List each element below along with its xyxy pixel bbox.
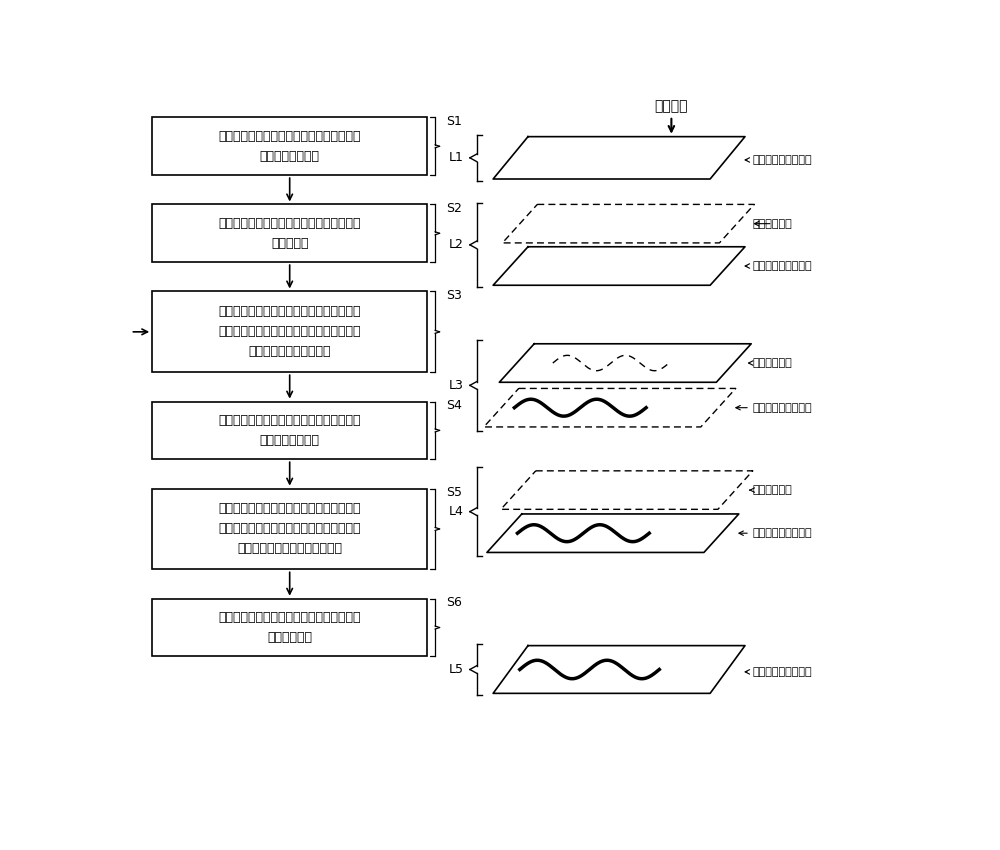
- Text: 接收用户触发的结束快速手写的指令，删除
快速手写视图: 接收用户触发的结束快速手写的指令，删除 快速手写视图: [218, 611, 361, 644]
- Text: 快速手写视图: 快速手写视图: [753, 218, 793, 229]
- Text: 第三方软件手写视图: 第三方软件手写视图: [745, 261, 812, 271]
- Text: 快速手写视图: 快速手写视图: [749, 358, 793, 368]
- FancyBboxPatch shape: [152, 598, 427, 656]
- FancyBboxPatch shape: [152, 401, 427, 459]
- FancyBboxPatch shape: [152, 292, 427, 372]
- Text: 视线方向: 视线方向: [655, 99, 688, 114]
- Text: L3: L3: [449, 379, 464, 392]
- Text: 用户移动笔触发画线指令，快速手写视图进
行笔迹绘制和显示: 用户移动笔触发画线指令，快速手写视图进 行笔迹绘制和显示: [218, 414, 361, 447]
- Text: 在第三方手写软件视图上创建一层透明的快
速手写视图: 在第三方手写软件视图上创建一层透明的快 速手写视图: [218, 217, 361, 250]
- Text: 第三方软件手写视图: 第三方软件手写视图: [739, 528, 812, 538]
- Text: L2: L2: [449, 238, 464, 252]
- Text: S2: S2: [446, 202, 462, 215]
- Text: S5: S5: [446, 486, 462, 499]
- Text: 第三方软件手写视图: 第三方软件手写视图: [745, 155, 812, 165]
- FancyBboxPatch shape: [152, 204, 427, 262]
- Text: S1: S1: [446, 115, 462, 128]
- Text: S6: S6: [446, 597, 462, 609]
- Text: 用户下笔触发开始手写指令，截取当前界面
内容绘制到快速手写视图，并禁止第三方手
写软件视图进行显示刷新: 用户下笔触发开始手写指令，截取当前界面 内容绘制到快速手写视图，并禁止第三方手 …: [218, 305, 361, 359]
- Text: 第三方软件手写视图: 第三方软件手写视图: [745, 667, 812, 677]
- Text: L1: L1: [449, 151, 464, 164]
- Text: S4: S4: [446, 400, 462, 412]
- Text: 第三方软件手写视图: 第三方软件手写视图: [736, 403, 812, 413]
- Text: 接收用户触发的针对当前第三方手写软件进
入快速手写的指令: 接收用户触发的针对当前第三方手写软件进 入快速手写的指令: [218, 130, 361, 163]
- Text: 用户提笔触发手写结束指令，将快速手写视
图设为透明，打开第三方手写软件视图显示
刷新，并立即触发一次显示刷新: 用户提笔触发手写结束指令，将快速手写视 图设为透明，打开第三方手写软件视图显示 …: [218, 502, 361, 555]
- FancyBboxPatch shape: [152, 489, 427, 570]
- Text: L4: L4: [449, 505, 464, 518]
- Text: S3: S3: [446, 289, 462, 302]
- FancyBboxPatch shape: [152, 117, 427, 175]
- Text: 快速手写视图: 快速手写视图: [750, 485, 793, 495]
- Text: L5: L5: [449, 663, 464, 676]
